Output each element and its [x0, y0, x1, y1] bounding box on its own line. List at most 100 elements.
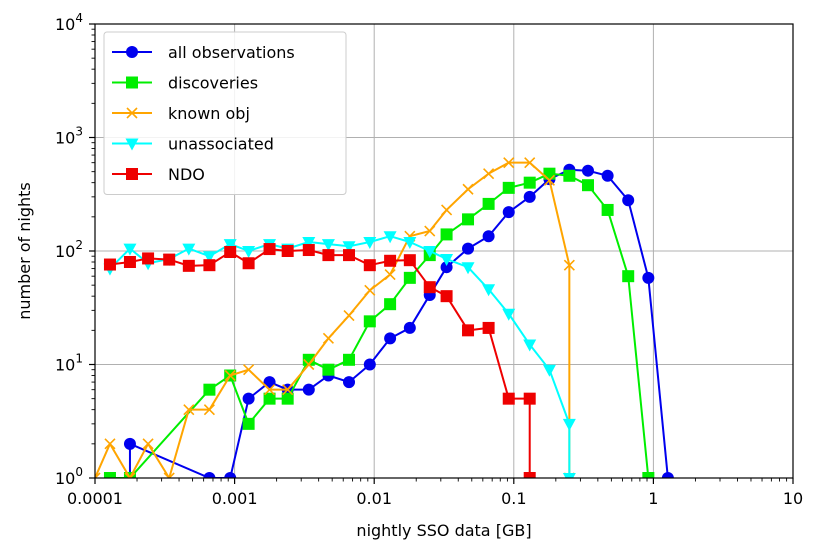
legend-label: all observations — [168, 43, 295, 62]
data-point — [482, 284, 496, 297]
data-point — [163, 253, 176, 266]
y-tick-base: 10 — [55, 242, 75, 261]
data-point — [321, 239, 335, 252]
data-point — [482, 197, 495, 210]
data-point — [243, 364, 255, 376]
data-point — [302, 353, 315, 366]
data-point — [183, 404, 195, 416]
data-point — [263, 376, 276, 389]
data-point — [223, 239, 237, 252]
data-point — [123, 243, 137, 256]
data-point — [163, 472, 175, 478]
legend-label: NDO — [168, 165, 205, 184]
y-tick-exponent: 1 — [75, 352, 83, 366]
data-point — [363, 259, 376, 272]
data-point — [441, 204, 453, 216]
data-point — [282, 384, 294, 396]
data-point — [503, 157, 515, 169]
data-point — [203, 383, 216, 396]
data-point — [483, 168, 495, 180]
data-point — [642, 271, 655, 284]
data-point — [203, 259, 216, 272]
data-point — [302, 237, 316, 250]
data-point — [123, 437, 136, 450]
data-point — [103, 258, 116, 271]
data-point — [224, 369, 236, 382]
data-point — [363, 358, 376, 371]
data-point — [224, 472, 237, 478]
data-point — [581, 164, 594, 177]
data-point — [124, 472, 136, 478]
data-point — [661, 472, 674, 478]
data-point — [302, 383, 315, 396]
data-point — [384, 332, 397, 345]
data-point — [103, 472, 116, 478]
data-point — [423, 281, 436, 294]
data-point — [502, 206, 515, 219]
data-point — [281, 245, 294, 257]
y-tick-base: 10 — [55, 129, 75, 148]
data-point — [563, 259, 575, 271]
data-point — [303, 358, 315, 371]
data-point — [364, 284, 376, 296]
legend-label: discoveries — [168, 74, 258, 93]
legend-marker — [126, 46, 138, 58]
data-point — [142, 438, 154, 450]
data-point — [322, 332, 334, 344]
data-point — [523, 190, 536, 203]
data-point — [523, 472, 536, 478]
data-point — [524, 157, 536, 169]
x-tick-label: 0.01 — [356, 489, 392, 508]
data-point — [403, 254, 416, 267]
data-point — [242, 246, 256, 258]
data-point — [343, 353, 356, 366]
series-2 — [95, 157, 575, 478]
data-point — [95, 472, 101, 478]
data-point — [482, 321, 495, 334]
data-point — [342, 241, 356, 254]
data-point — [482, 230, 495, 243]
y-tick-label: 104 — [55, 11, 83, 34]
legend-box — [103, 31, 347, 195]
data-point — [523, 176, 536, 189]
legend-marker — [126, 168, 138, 180]
legend-item: known obj — [112, 104, 250, 123]
data-point — [642, 472, 655, 478]
data-point — [302, 244, 315, 257]
y-tick-base: 10 — [55, 15, 75, 34]
data-point — [403, 321, 416, 334]
series-layer — [95, 157, 674, 478]
series-4 — [103, 243, 536, 478]
data-point — [182, 259, 195, 272]
y-axis-label: number of nights — [15, 182, 34, 320]
data-point — [403, 271, 416, 284]
data-point — [562, 473, 576, 478]
data-point — [281, 392, 294, 405]
x-tick-label: 0.001 — [212, 489, 258, 508]
legend-item: NDO — [112, 165, 205, 184]
data-point — [502, 308, 516, 321]
data-point — [384, 268, 396, 281]
data-point — [203, 404, 215, 416]
legend-item: discoveries — [112, 74, 258, 93]
data-point — [542, 364, 556, 377]
data-point — [142, 252, 155, 265]
data-point — [462, 242, 475, 255]
y-tick-label: 101 — [55, 352, 83, 375]
data-point — [462, 324, 475, 337]
data-point — [440, 254, 454, 267]
y-tick-label: 103 — [55, 125, 83, 148]
legend-marker — [126, 76, 138, 89]
data-point — [322, 249, 335, 262]
data-point — [203, 472, 216, 478]
data-point — [424, 225, 436, 237]
data-point — [202, 251, 216, 264]
legend-marker — [126, 107, 138, 119]
x-axis-label: nightly SSO data [GB] — [356, 521, 531, 540]
legend-item: unassociated — [112, 135, 274, 154]
y-tick-base: 10 — [55, 356, 75, 375]
data-point — [343, 376, 356, 389]
data-point — [440, 228, 453, 241]
